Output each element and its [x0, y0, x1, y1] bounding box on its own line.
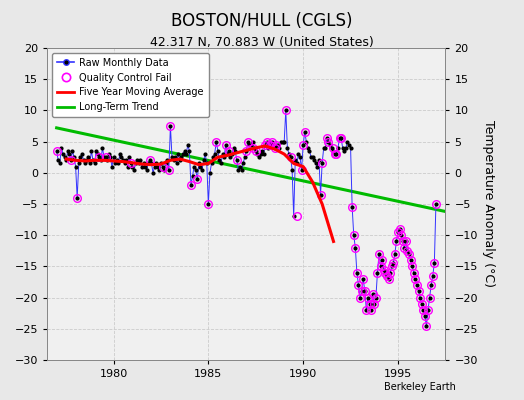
Text: 42.317 N, 70.883 W (United States): 42.317 N, 70.883 W (United States)	[150, 36, 374, 49]
Legend: Raw Monthly Data, Quality Control Fail, Five Year Moving Average, Long-Term Tren: Raw Monthly Data, Quality Control Fail, …	[52, 53, 209, 117]
Y-axis label: Temperature Anomaly (°C): Temperature Anomaly (°C)	[482, 120, 495, 288]
Text: BOSTON/HULL (CGLS): BOSTON/HULL (CGLS)	[171, 12, 353, 30]
Text: Berkeley Earth: Berkeley Earth	[384, 382, 456, 392]
